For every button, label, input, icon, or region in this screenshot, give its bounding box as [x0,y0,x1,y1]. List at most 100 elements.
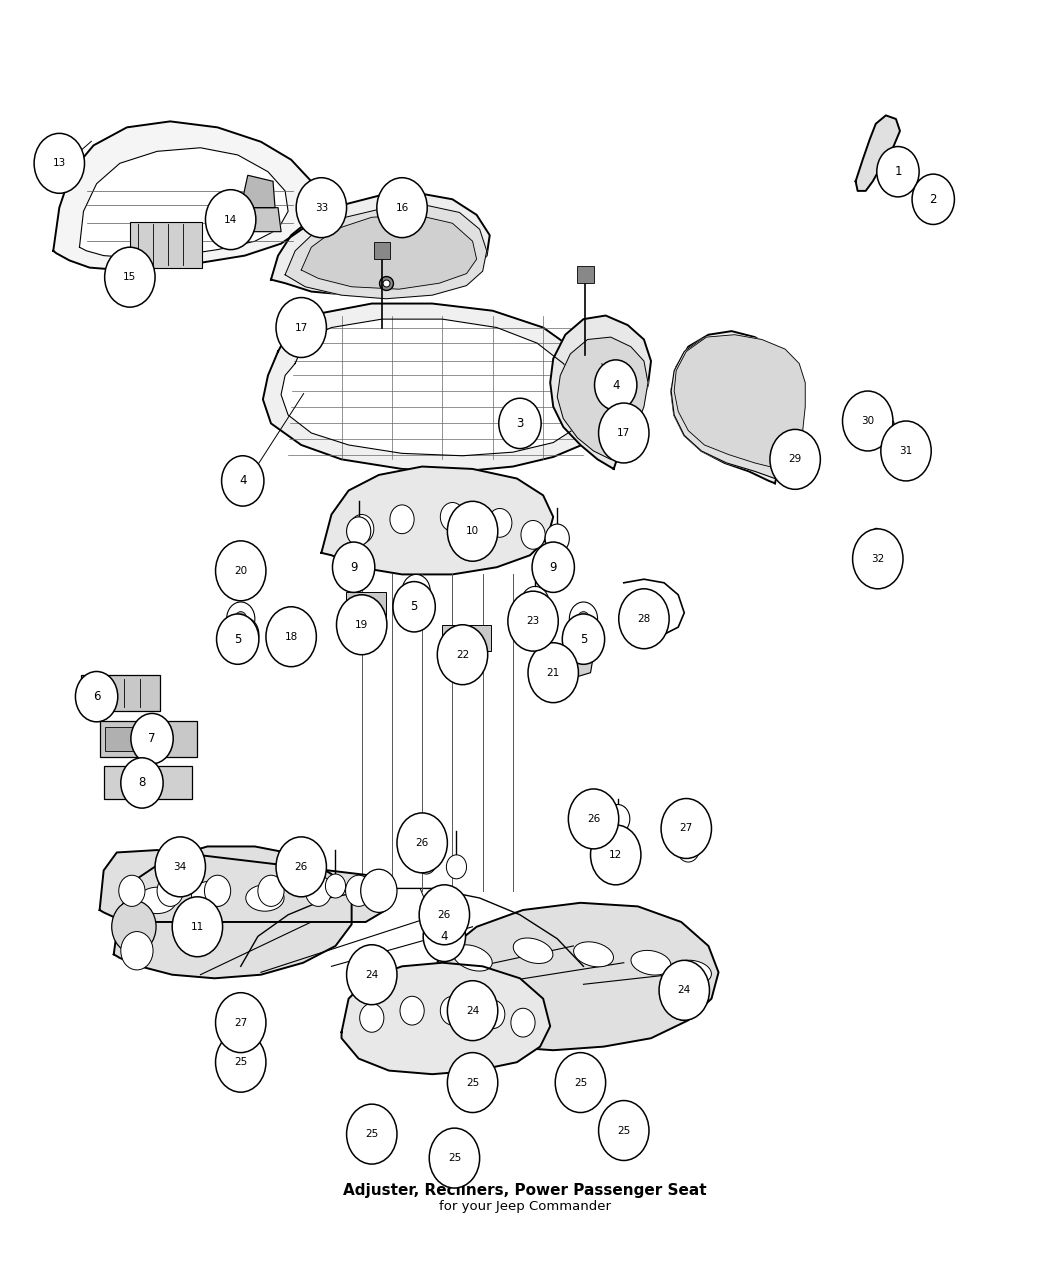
Bar [100,720,197,756]
Text: 11: 11 [191,922,204,932]
Circle shape [119,875,145,907]
Ellipse shape [191,881,230,908]
Circle shape [499,398,541,449]
Polygon shape [281,319,588,455]
Circle shape [411,584,422,598]
Ellipse shape [246,885,285,912]
Circle shape [467,1085,486,1107]
Circle shape [215,1033,266,1093]
Polygon shape [412,903,718,1051]
Polygon shape [240,176,275,208]
Text: 16: 16 [396,203,408,213]
Text: 30: 30 [861,416,875,426]
Circle shape [295,871,315,895]
Circle shape [614,1133,633,1154]
Text: 24: 24 [466,1006,479,1016]
Circle shape [258,875,285,907]
Circle shape [206,190,256,250]
Text: 4: 4 [239,474,247,487]
Circle shape [158,875,184,907]
Polygon shape [674,335,805,469]
Circle shape [545,524,569,553]
Text: 29: 29 [789,454,802,464]
Text: 22: 22 [456,650,469,659]
Text: 24: 24 [677,986,691,996]
Circle shape [155,836,206,896]
Circle shape [429,1128,480,1188]
Circle shape [677,835,699,862]
Ellipse shape [513,938,553,964]
Circle shape [618,589,669,649]
Circle shape [346,945,397,1005]
Circle shape [447,501,498,561]
Polygon shape [286,205,487,298]
Circle shape [588,826,608,850]
Circle shape [532,542,574,593]
Text: 25: 25 [466,1077,479,1088]
Circle shape [447,1162,465,1183]
Circle shape [663,968,707,1020]
Polygon shape [671,337,799,478]
Circle shape [440,502,464,532]
Polygon shape [321,467,553,575]
Circle shape [215,993,266,1053]
Circle shape [569,617,597,652]
Polygon shape [271,194,489,296]
Text: 5: 5 [580,632,587,645]
Circle shape [111,900,156,954]
Text: 34: 34 [173,862,187,872]
Ellipse shape [671,960,712,984]
Text: 32: 32 [872,553,884,564]
Circle shape [423,912,465,961]
Circle shape [336,594,386,655]
Polygon shape [341,963,550,1074]
Circle shape [216,615,259,664]
Circle shape [659,960,710,1020]
Text: 15: 15 [123,272,136,282]
Circle shape [131,714,173,764]
Text: 1: 1 [895,166,902,178]
Text: 7: 7 [148,732,155,745]
Text: 17: 17 [617,428,630,439]
Text: 25: 25 [617,1126,630,1136]
Text: 12: 12 [609,850,623,859]
Circle shape [105,247,155,307]
Text: 14: 14 [224,214,237,224]
Circle shape [333,542,375,593]
Circle shape [416,850,437,875]
Text: 26: 26 [587,813,601,824]
Ellipse shape [631,950,671,975]
Circle shape [446,854,466,878]
Circle shape [222,455,264,506]
Text: 8: 8 [139,776,146,789]
Text: 9: 9 [350,561,357,574]
Circle shape [419,885,469,945]
Circle shape [881,421,931,481]
Circle shape [266,607,316,667]
Circle shape [563,615,605,664]
Circle shape [215,541,266,601]
Circle shape [569,602,597,635]
Circle shape [235,1066,254,1088]
Circle shape [912,175,954,224]
Text: 24: 24 [365,970,378,979]
Circle shape [662,798,712,858]
Circle shape [770,430,820,490]
Circle shape [521,586,549,620]
Text: 25: 25 [573,1077,587,1088]
Text: 5: 5 [234,632,242,645]
Text: 13: 13 [52,158,66,168]
Polygon shape [54,121,315,270]
Text: 5: 5 [411,601,418,613]
Text: 6: 6 [92,690,101,703]
Text: 28: 28 [637,613,651,623]
Text: Adjuster, Recliners, Power Passenger Seat: Adjuster, Recliners, Power Passenger Sea… [343,1183,707,1198]
Circle shape [511,1009,536,1037]
Circle shape [377,177,427,237]
Circle shape [346,516,371,546]
Circle shape [227,602,255,635]
Circle shape [402,575,430,608]
Polygon shape [856,116,900,191]
Text: 4: 4 [612,379,620,391]
Circle shape [440,996,464,1025]
